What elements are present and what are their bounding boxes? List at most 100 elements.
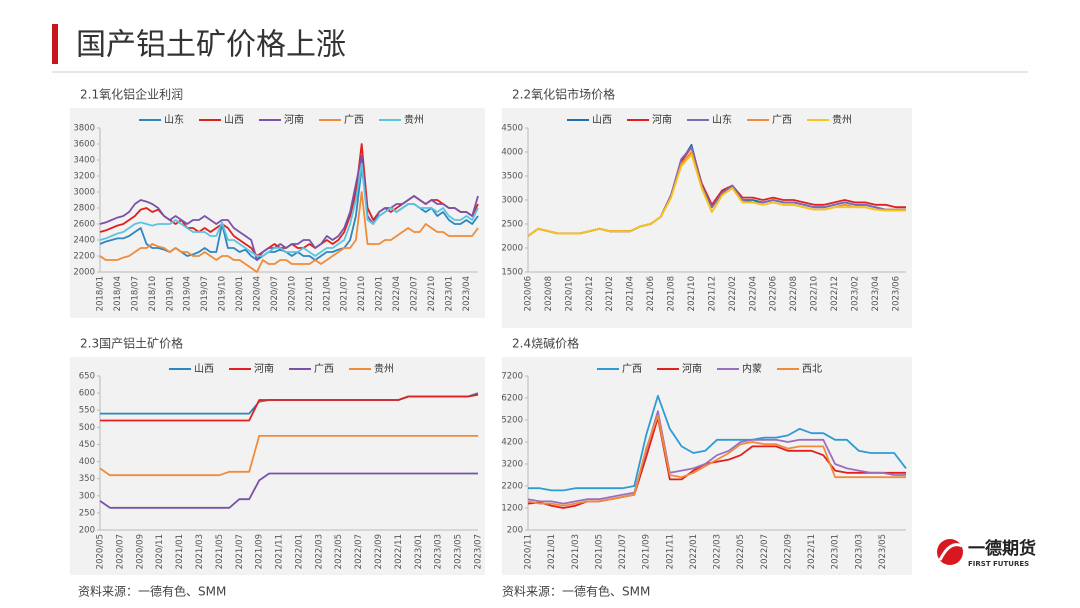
y-tick-label: 3400 [73,156,95,166]
chart: 2.1氧化铝企业利润 2000 2200 2400 2600 2800 3000 3200 34… [70,87,485,318]
chart-title: 2.2氧化铝市场价格 [512,87,615,102]
x-tick-label: 2020/08 [544,276,554,311]
x-tick-label: 2021/04 [322,276,332,311]
logo-name: 一德期货 [968,538,1036,559]
x-tick-label: 2021/10 [687,276,697,311]
x-tick-label: 2022/01 [689,534,699,569]
y-tick-label: 3200 [501,460,523,470]
y-tick-label: 4000 [501,148,523,158]
series-line [99,155,479,261]
legend-label: 河南 [284,113,304,126]
legend-label: 广西 [772,114,792,126]
x-tick-label: 2023/03 [434,534,444,569]
logo-swoosh [938,543,963,561]
y-tick-label: 3500 [501,172,523,182]
y-tick-label: 550 [79,406,95,416]
x-tick-label: 2020/12 [585,276,595,311]
y-tick-label: 2600 [73,220,95,230]
y-tick-label: 1200 [501,504,523,514]
y-tick-label: 2200 [73,252,95,262]
y-tick-label: 4200 [501,438,523,448]
y-tick-label: 350 [79,474,95,484]
x-tick-label: 2020/05 [96,534,106,569]
chart-panel [502,108,912,328]
legend-label: 西北 [802,363,822,375]
legend-label: 山西 [592,114,612,126]
y-tick-label: 3000 [73,188,95,198]
x-tick-label: 2021/03 [571,534,581,569]
logo-en: FIRST FUTURES [968,560,1029,568]
x-tick-label: 2022/04 [748,276,758,311]
x-tick-label: 2021/02 [605,276,615,311]
legend-label: 广西 [344,114,364,126]
x-tick-label: 2022/07 [354,534,364,569]
x-tick-label: 2023/04 [871,276,881,311]
x-tick-label: 2021/03 [195,534,205,569]
chart-panel [70,357,485,575]
y-tick-label: 2000 [73,268,95,278]
y-tick-label: 650 [79,372,95,382]
x-tick-label: 2020/10 [287,276,297,311]
x-tick-label: 2022/01 [375,276,385,311]
y-tick-label: 6200 [501,394,523,404]
series-line [100,393,479,422]
y-tick-label: 3600 [73,140,95,150]
y-tick-label: 300 [79,491,95,501]
y-tick-label: 3000 [501,196,523,206]
chart-title: 2.1氧化铝企业利润 [80,87,183,102]
chart-panel [70,108,485,318]
legend-label: 广西 [622,363,642,375]
x-tick-label: 2021/06 [646,276,656,311]
x-tick-label: 2019/10 [218,276,228,311]
x-tick-label: 2020/07 [115,534,125,569]
x-tick-label: 2018/07 [130,276,140,311]
legend-label: 贵州 [404,113,424,126]
series-line [99,435,478,477]
x-tick-label: 2022/03 [314,534,324,569]
x-tick-label: 2023/03 [854,534,864,569]
x-tick-label: 2022/11 [807,534,817,569]
legend-label: 广西 [314,363,334,375]
x-tick-label: 2023/05 [454,534,464,569]
x-tick-label: 2021/07 [340,276,350,311]
x-tick-label: 2023/01 [831,534,841,569]
y-tick-label: 2400 [73,236,95,246]
y-tick-label: 2800 [73,204,95,214]
legend-label: 贵州 [832,113,852,126]
logo: 一德期货 FIRST FUTURES [937,538,1036,568]
x-tick-label: 2023/05 [878,534,888,569]
x-tick-label: 2023/01 [444,276,454,311]
y-tick-label: 400 [79,457,95,467]
x-tick-label: 2022/10 [810,276,820,311]
source-note: 资料来源：一德有色、SMM [78,584,226,599]
chart-title: 2.4烧碱价格 [512,336,579,351]
x-tick-label: 2021/09 [642,534,652,569]
x-tick-label: 2021/01 [175,534,185,569]
y-tick-label: 3800 [73,124,95,134]
x-tick-label: 2023/06 [891,276,901,311]
x-tick-label: 2018/10 [148,276,158,311]
y-tick-label: 450 [79,440,95,450]
x-tick-label: 2021/01 [547,534,557,569]
y-tick-label: 5200 [501,416,523,426]
x-tick-label: 2022/10 [427,276,437,311]
x-tick-label: 2021/10 [357,276,367,311]
x-tick-label: 2020/06 [524,276,534,311]
x-tick-label: 2021/05 [594,534,604,569]
x-tick-label: 2020/04 [253,276,263,311]
legend-label: 山西 [194,363,214,375]
y-tick-label: 2500 [501,220,523,230]
x-tick-label: 2022/03 [713,534,723,569]
series-line [99,191,479,273]
x-tick-label: 2022/12 [830,276,840,311]
chart-title: 2.3国产铝土矿价格 [80,336,183,351]
series-line [527,153,906,237]
x-tick-label: 2020/09 [135,534,145,569]
legend-label: 贵州 [374,362,394,375]
y-tick-label: 3200 [73,172,95,182]
x-tick-label: 2019/07 [200,276,210,311]
legend-label: 河南 [652,113,672,126]
x-tick-label: 2021/09 [255,534,265,569]
x-tick-label: 2022/07 [410,276,420,311]
